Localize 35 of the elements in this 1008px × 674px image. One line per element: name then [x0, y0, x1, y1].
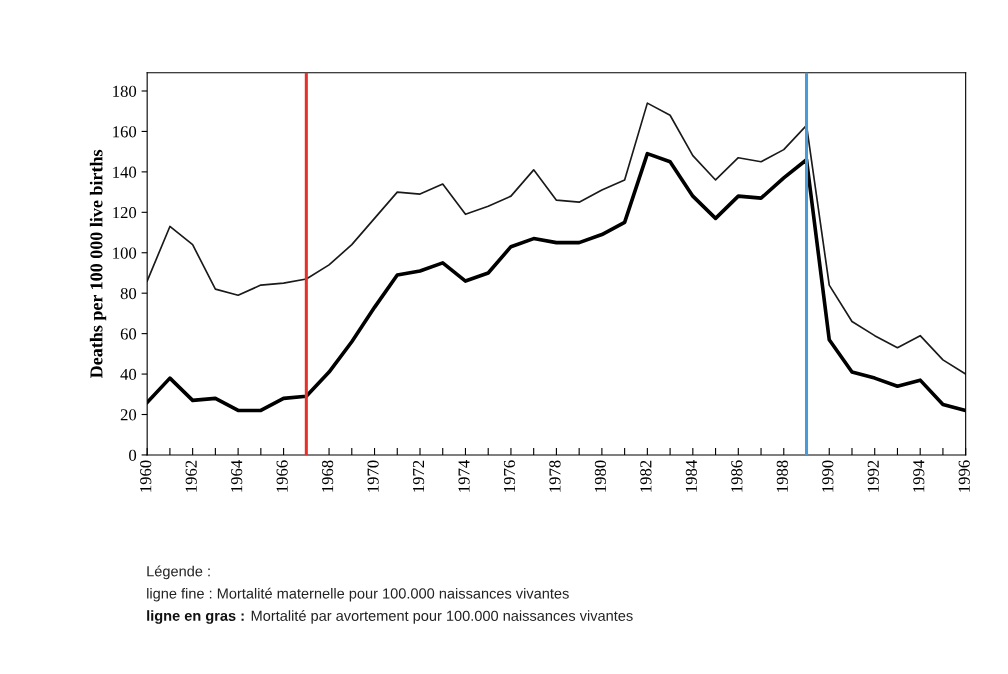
- y-tick-label: 40: [120, 368, 137, 381]
- y-tick-label: 180: [113, 85, 137, 97]
- text: Légende :: [147, 565, 210, 580]
- x-tick-label: 1968: [321, 460, 334, 492]
- y-tick-label: 60: [120, 328, 137, 340]
- x-tick-label: 1962: [185, 460, 197, 492]
- x-tick-label: 1992: [867, 460, 879, 492]
- y-tick-label: 160: [113, 126, 137, 138]
- text: ligne fine : Mortalité maternelle pour 100.000 naissances vivantes: [147, 587, 569, 602]
- y-tick-label: 20: [120, 409, 137, 421]
- x-tick-label: 1982: [640, 460, 652, 492]
- y-tick-label: 0: [129, 449, 137, 461]
- x-tick-label: 1974: [458, 460, 470, 492]
- y-axis-title: Deaths per 100 000 live births: [89, 149, 107, 378]
- x-tick-label: 1964: [231, 460, 243, 492]
- text: Mortalité par avortement pour 100.000 naissances vivantes: [251, 610, 633, 624]
- y-tick-label: 80: [120, 287, 137, 300]
- text: ligne en gras :: [147, 610, 244, 624]
- x-tick-label: 1988: [776, 460, 788, 492]
- x-tick-label: 1984: [685, 460, 697, 492]
- x-tick-label: 1980: [594, 460, 607, 492]
- x-tick-label: 1978: [549, 460, 561, 492]
- y-tick-label: 140: [113, 166, 137, 178]
- x-tick-label: 1960: [140, 460, 152, 492]
- x-tick-label: 1986: [731, 460, 743, 492]
- x-tick-label: 1990: [822, 460, 834, 492]
- x-tick-label: 1994: [913, 460, 925, 492]
- x-tick-label: 1972: [412, 460, 425, 492]
- x-tick-label: 1970: [367, 460, 379, 492]
- y-tick-label: 120: [113, 207, 137, 219]
- y-tick-label: 100: [113, 247, 137, 259]
- x-tick-label: 1996: [958, 460, 970, 492]
- x-tick-label: 1966: [276, 460, 288, 492]
- line-series: [147, 102, 966, 375]
- x-tick-label: 1976: [503, 460, 516, 492]
